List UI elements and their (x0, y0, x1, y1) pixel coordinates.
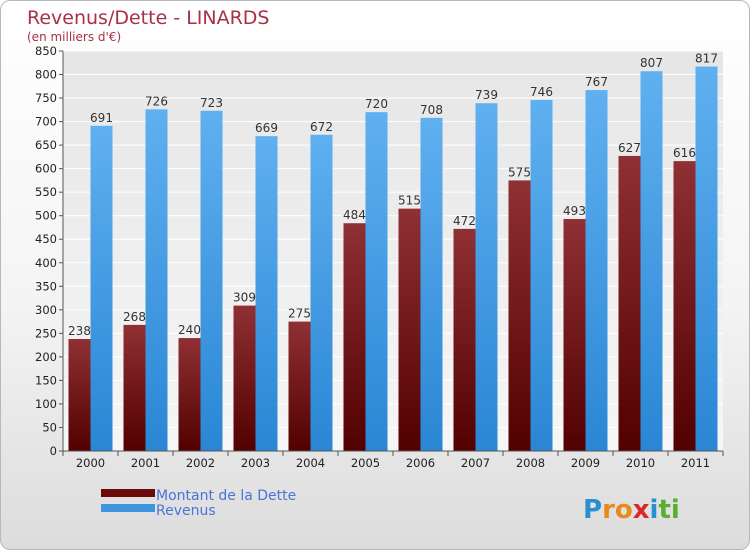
bar-debt (233, 305, 256, 451)
y-tick-label: 200 (35, 350, 57, 364)
bar-revenus (695, 66, 718, 451)
y-tick-label: 50 (42, 420, 57, 434)
data-label-revenus: 807 (640, 56, 663, 70)
data-label-debt: 240 (178, 323, 201, 337)
data-label-debt: 515 (398, 194, 421, 208)
proxiti-logo-text: Proxiti (583, 495, 680, 525)
data-label-revenus: 726 (145, 94, 168, 108)
legend-swatch-debt (101, 489, 155, 497)
x-tick-label: 2007 (461, 456, 490, 470)
legend: Montant de la Dette Revenus (101, 488, 296, 519)
x-tick-label: 2011 (681, 456, 710, 470)
data-label-revenus: 672 (310, 120, 333, 134)
bar-revenus (90, 125, 113, 451)
x-tick-label: 2001 (131, 456, 160, 470)
x-tick-label: 2009 (571, 456, 600, 470)
bar-debt (673, 161, 696, 451)
y-tick-label: 550 (35, 185, 57, 199)
data-label-revenus: 723 (200, 96, 223, 110)
x-tick-label: 2003 (241, 456, 270, 470)
y-tick-label: 500 (35, 209, 57, 223)
data-label-debt: 472 (453, 214, 476, 228)
y-tick-label: 600 (35, 162, 57, 176)
proxiti-logo: Proxiti (583, 495, 680, 525)
y-tick-label: 400 (35, 256, 57, 270)
legend-label-revenus: Revenus (156, 503, 216, 519)
y-axis: 0 50 100 150 200 250 300 350 400 450 500 550 600 650 7… (35, 44, 64, 458)
data-label-debt: 238 (68, 324, 91, 338)
y-tick-label: 650 (35, 138, 57, 152)
bar-revenus (475, 103, 498, 451)
x-tick-label: 2010 (626, 456, 655, 470)
bar-revenus (585, 90, 608, 451)
bar-debt (178, 338, 201, 451)
bar-revenus (640, 71, 663, 451)
bar-debt (398, 208, 421, 451)
data-label-revenus: 708 (420, 103, 443, 117)
chart-title: Revenus/Dette - LINARDS (27, 7, 270, 29)
data-label-revenus: 669 (255, 121, 278, 135)
x-tick-label: 2006 (406, 456, 435, 470)
y-tick-label: 350 (35, 279, 57, 293)
y-tick-label: 450 (35, 232, 57, 246)
data-label-revenus: 739 (475, 88, 498, 102)
y-tick-label: 850 (35, 44, 57, 58)
data-label-debt: 309 (233, 291, 256, 305)
y-tick-label: 150 (35, 373, 57, 387)
bar-debt (618, 155, 641, 452)
y-tick-label: 750 (35, 91, 57, 105)
bar-revenus (255, 136, 278, 452)
data-label-revenus: 691 (90, 111, 113, 125)
bar-revenus (365, 112, 388, 452)
data-label-debt: 616 (673, 146, 696, 160)
data-label-debt: 493 (563, 204, 586, 218)
bar-revenus (200, 110, 223, 451)
plot-background (63, 51, 723, 451)
bar-debt (343, 223, 366, 451)
x-tick-label: 2004 (296, 456, 325, 470)
data-label-revenus: 767 (585, 75, 608, 89)
bar-revenus (420, 117, 443, 451)
bar-debt (453, 228, 476, 451)
data-label-debt: 275 (288, 307, 311, 321)
y-tick-label: 250 (35, 326, 57, 340)
plot-area (63, 51, 723, 451)
y-tick-label: 700 (35, 115, 57, 129)
data-label-debt: 575 (508, 165, 531, 179)
x-tick-label: 2002 (186, 456, 215, 470)
data-label-revenus: 817 (695, 52, 718, 66)
bar-revenus (530, 99, 553, 452)
legend-swatch-revenus (101, 504, 155, 512)
data-label-revenus: 720 (365, 97, 388, 111)
chart-subtitle: (en milliers d'€) (27, 30, 121, 44)
x-tick-label: 2000 (76, 456, 105, 470)
bar-debt (563, 219, 586, 451)
y-tick-label: 0 (50, 444, 57, 458)
legend-label-debt: Montant de la Dette (156, 488, 296, 504)
bar-debt (123, 324, 146, 451)
data-label-debt: 627 (618, 141, 641, 155)
x-tick-label: 2008 (516, 456, 545, 470)
y-tick-label: 300 (35, 303, 57, 317)
data-label-debt: 268 (123, 310, 146, 324)
x-axis: 2000 2001 2002 2003 2004 2005 2006 2007 2008 2009… (62, 450, 724, 470)
bars (68, 66, 718, 452)
bar-debt (508, 180, 531, 452)
gridlines (63, 50, 723, 452)
bar-revenus (310, 134, 333, 451)
data-label-revenus: 746 (530, 85, 553, 99)
bar-revenus (145, 109, 168, 452)
bar-debt (68, 339, 91, 451)
bar-debt (288, 321, 311, 451)
y-tick-label: 800 (35, 68, 57, 82)
data-label-debt: 484 (343, 208, 366, 222)
data-labels: 238 691 268 726 240 723 309 669 275 672 484 720 515 7… (68, 52, 718, 338)
x-tick-label: 2005 (351, 456, 380, 470)
y-tick-label: 100 (35, 397, 57, 411)
